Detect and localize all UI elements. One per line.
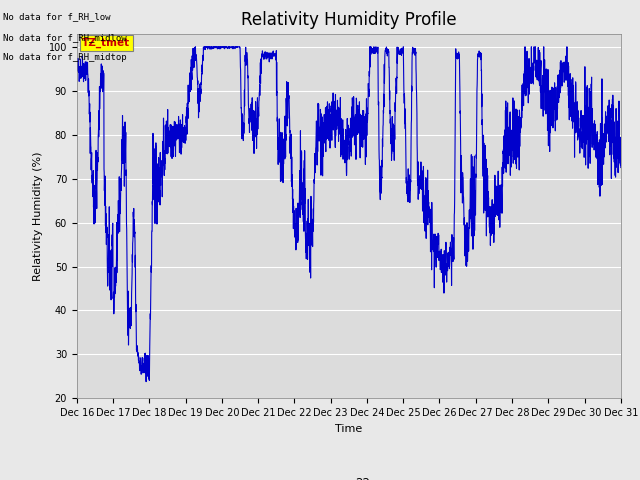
Text: No data for f_RH_midlow: No data for f_RH_midlow	[3, 33, 127, 42]
Text: No data for f_RH_midtop: No data for f_RH_midtop	[3, 53, 127, 62]
Title: Relativity Humidity Profile: Relativity Humidity Profile	[241, 11, 456, 29]
X-axis label: Time: Time	[335, 424, 362, 433]
Legend: 22m: 22m	[311, 472, 387, 480]
Text: TZ_tmet: TZ_tmet	[82, 38, 131, 48]
Y-axis label: Relativity Humidity (%): Relativity Humidity (%)	[33, 151, 43, 281]
Text: No data for f_RH_low: No data for f_RH_low	[3, 12, 111, 21]
